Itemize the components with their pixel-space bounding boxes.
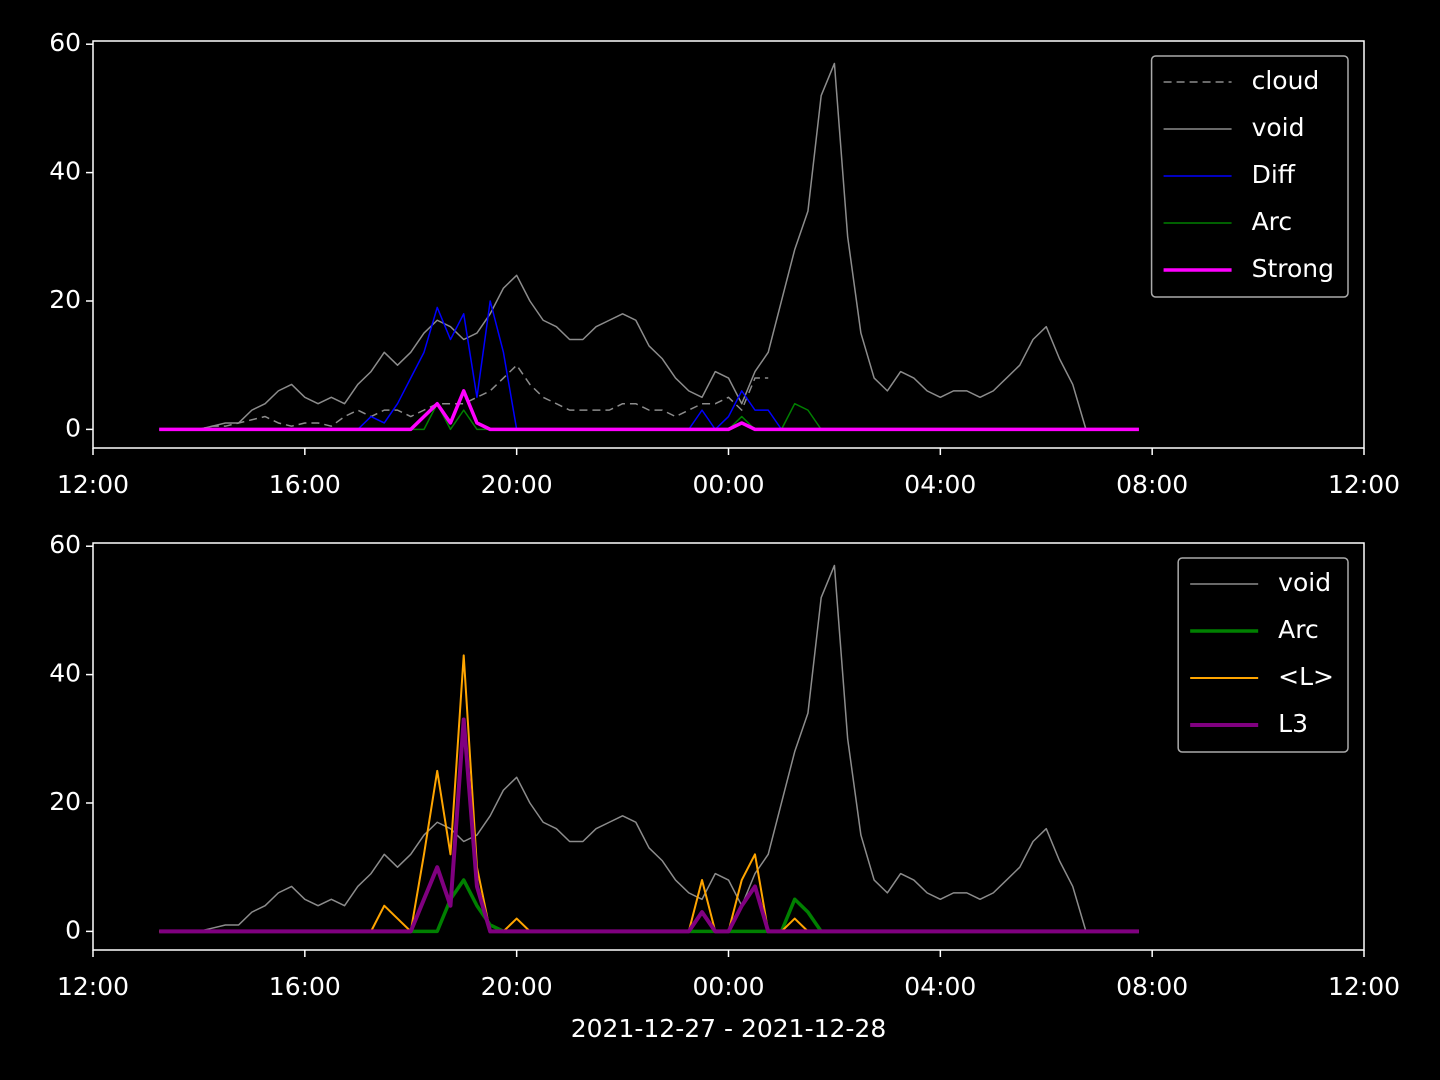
legend-label: void — [1278, 568, 1331, 597]
x-tick-label: 08:00 — [1116, 470, 1188, 499]
legend-label: Arc — [1278, 615, 1319, 644]
x-tick-label: 12:00 — [57, 470, 129, 499]
x-tick-label: 00:00 — [692, 972, 764, 1001]
legend-label: <L> — [1278, 662, 1334, 691]
series-line — [159, 654, 1139, 933]
series-line — [159, 389, 1139, 432]
y-tick-label: 20 — [49, 787, 81, 816]
legend-label: Arc — [1252, 207, 1293, 236]
series-line — [159, 717, 1139, 934]
y-tick-label: 40 — [49, 157, 81, 186]
y-tick-label: 40 — [49, 659, 81, 688]
x-tick-label: 08:00 — [1116, 972, 1188, 1001]
legend-frame — [1177, 557, 1349, 753]
series-line — [159, 402, 1139, 431]
legend: cloud void Diff Arc Strong — [1163, 66, 1334, 283]
x-tick-label: 20:00 — [481, 470, 553, 499]
x-tick-label: 00:00 — [692, 470, 764, 499]
series-line — [159, 62, 1087, 431]
legend-label: void — [1252, 113, 1305, 142]
series-line — [159, 364, 769, 431]
y-tick-label: 0 — [65, 915, 81, 944]
legend-label: Diff — [1252, 160, 1296, 189]
y-tick-label: 0 — [65, 413, 81, 442]
y-tick-label: 60 — [49, 28, 81, 57]
x-tick-label: 04:00 — [904, 972, 976, 1001]
series-line — [159, 564, 1087, 933]
x-tick-label: 12:00 — [1328, 972, 1400, 1001]
x-tick-label: 04:00 — [904, 470, 976, 499]
legend-label: L3 — [1278, 709, 1308, 738]
x-tick-label: 16:00 — [269, 470, 341, 499]
legend-label: cloud — [1252, 66, 1320, 95]
y-tick-label: 60 — [49, 530, 81, 559]
x-tick-label: 16:00 — [269, 972, 341, 1001]
x-axis-label: 2021-12-27 - 2021-12-28 — [571, 1014, 887, 1043]
legend-frame — [1150, 55, 1349, 298]
x-tick-label: 12:00 — [57, 972, 129, 1001]
legend: void Arc <L> L3 — [1190, 568, 1334, 738]
x-tick-label: 12:00 — [1328, 470, 1400, 499]
axes-frame — [92, 542, 1365, 951]
series-line — [159, 878, 1139, 934]
y-tick-label: 20 — [49, 285, 81, 314]
x-tick-label: 20:00 — [481, 972, 553, 1001]
legend-label: Strong — [1252, 254, 1334, 283]
